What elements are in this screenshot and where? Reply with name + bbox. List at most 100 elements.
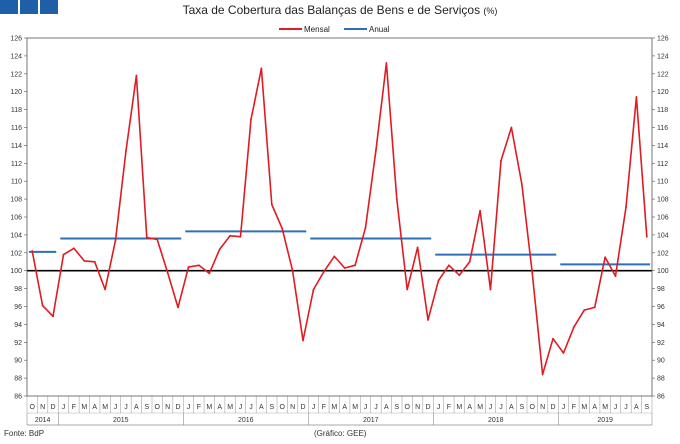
x-month-label: M [227, 404, 233, 411]
x-month-label: J [364, 404, 368, 411]
mensal-point [500, 159, 502, 162]
mensal-point [114, 239, 117, 242]
plot-frame [26, 37, 653, 397]
mensal-point [125, 149, 127, 152]
x-month-label: J [62, 404, 66, 411]
mensal-point [375, 148, 377, 151]
mensal-point [447, 264, 450, 267]
mensal-point [468, 260, 471, 263]
mensal-point [531, 271, 534, 274]
chart-title: Taxa de Cobertura das Balanças de Bens e… [182, 3, 498, 17]
x-month-label: A [467, 404, 472, 411]
y-tick-label-right: 104 [657, 232, 669, 239]
mensal-point [635, 96, 638, 98]
x-month-label: M [602, 404, 608, 411]
x-month-label: S [269, 404, 274, 411]
x-month-label: N [40, 404, 45, 411]
mensal-point [593, 306, 596, 309]
x-month-label: N [415, 404, 420, 411]
y-tick-label-right: 126 [657, 36, 669, 43]
x-month-label: J [614, 404, 618, 411]
x-month-label: O [404, 404, 410, 411]
y-tick-label-left: 86 [14, 394, 22, 401]
x-month-label: A [384, 404, 389, 411]
x-month-label: O [529, 404, 535, 411]
x-month-label: F [197, 404, 201, 411]
y-tick-label-left: 120 [10, 89, 22, 96]
mensal-point [322, 270, 325, 273]
y-tick-label-left: 122 [10, 71, 22, 78]
y-tick-label-right: 94 [657, 322, 665, 329]
mensal-point [145, 236, 148, 239]
y-tick-label-left: 112 [11, 161, 22, 168]
mensal-point [510, 126, 513, 129]
mensal-point [427, 319, 429, 321]
y-tick-label-right: 112 [657, 161, 668, 168]
x-month-label: M [456, 404, 462, 411]
y-tick-label-right: 86 [657, 394, 665, 401]
x-month-label: D [301, 404, 306, 411]
x-month-label: J [187, 404, 191, 411]
mensal-point [583, 309, 586, 311]
mensal-point [416, 246, 419, 249]
mensal-point [520, 182, 523, 185]
x-month-label: F [322, 404, 326, 411]
mensal-point [156, 238, 159, 241]
mensal-point [354, 264, 357, 267]
y-tick-label-left: 94 [14, 322, 22, 329]
x-month-label: N [290, 404, 295, 411]
x-month-label: J [499, 404, 503, 411]
logo-square-3 [40, 0, 58, 14]
x-month-label: A [217, 404, 222, 411]
x-month-label: M [102, 404, 108, 411]
y-tick-label-left: 110 [11, 179, 22, 186]
mensal-point [62, 253, 65, 256]
mensal-point [489, 288, 492, 291]
mensal-point [250, 118, 252, 121]
credit-label: (Gráfico: GEE) [314, 429, 367, 438]
x-month-label: J [249, 404, 253, 411]
mensal-point [302, 339, 304, 342]
mensal-point [312, 288, 315, 291]
mensal-point [281, 227, 284, 230]
legend-label-mensal: Mensal [304, 25, 330, 34]
y-tick-label-left: 98 [14, 286, 22, 293]
mensal-point [187, 266, 190, 269]
y-tick-label-right: 114 [657, 143, 668, 150]
x-month-label: M [206, 404, 212, 411]
x-month-label: A [342, 404, 347, 411]
x-month-label: S [394, 404, 399, 411]
x-year-label: 2019 [597, 417, 613, 424]
mensal-point [625, 206, 627, 209]
x-month-label: O [29, 404, 35, 411]
x-year-label: 2014 [35, 417, 51, 424]
x-month-label: A [634, 404, 639, 411]
mensal-point [83, 259, 86, 262]
x-month-label: F [72, 404, 76, 411]
y-tick-label-right: 108 [657, 197, 669, 204]
y-tick-label-left: 116 [11, 125, 22, 132]
x-year-label: 2018 [488, 417, 504, 424]
x-month-label: M [581, 404, 587, 411]
x-month-label: A [134, 404, 139, 411]
mensal-point [437, 279, 440, 282]
mensal-point [31, 250, 34, 252]
x-month-label: D [426, 404, 431, 411]
mensal-point [218, 248, 221, 251]
x-month-label: N [165, 404, 170, 411]
mensal-point [395, 198, 398, 201]
legend-label-anual: Anual [369, 25, 390, 34]
x-month-label: O [154, 404, 160, 411]
y-tick-label-right: 90 [657, 358, 665, 365]
y-tick-label-left: 90 [14, 358, 22, 365]
x-month-label: J [437, 404, 441, 411]
mensal-point [229, 234, 232, 237]
mensal-point [479, 209, 482, 212]
mensal-point [614, 275, 617, 277]
mensal-point [72, 247, 75, 250]
mensal-point [406, 288, 409, 291]
x-year-label: 2017 [363, 417, 379, 424]
mensal-point [645, 235, 648, 238]
y-tick-label-right: 120 [657, 89, 669, 96]
